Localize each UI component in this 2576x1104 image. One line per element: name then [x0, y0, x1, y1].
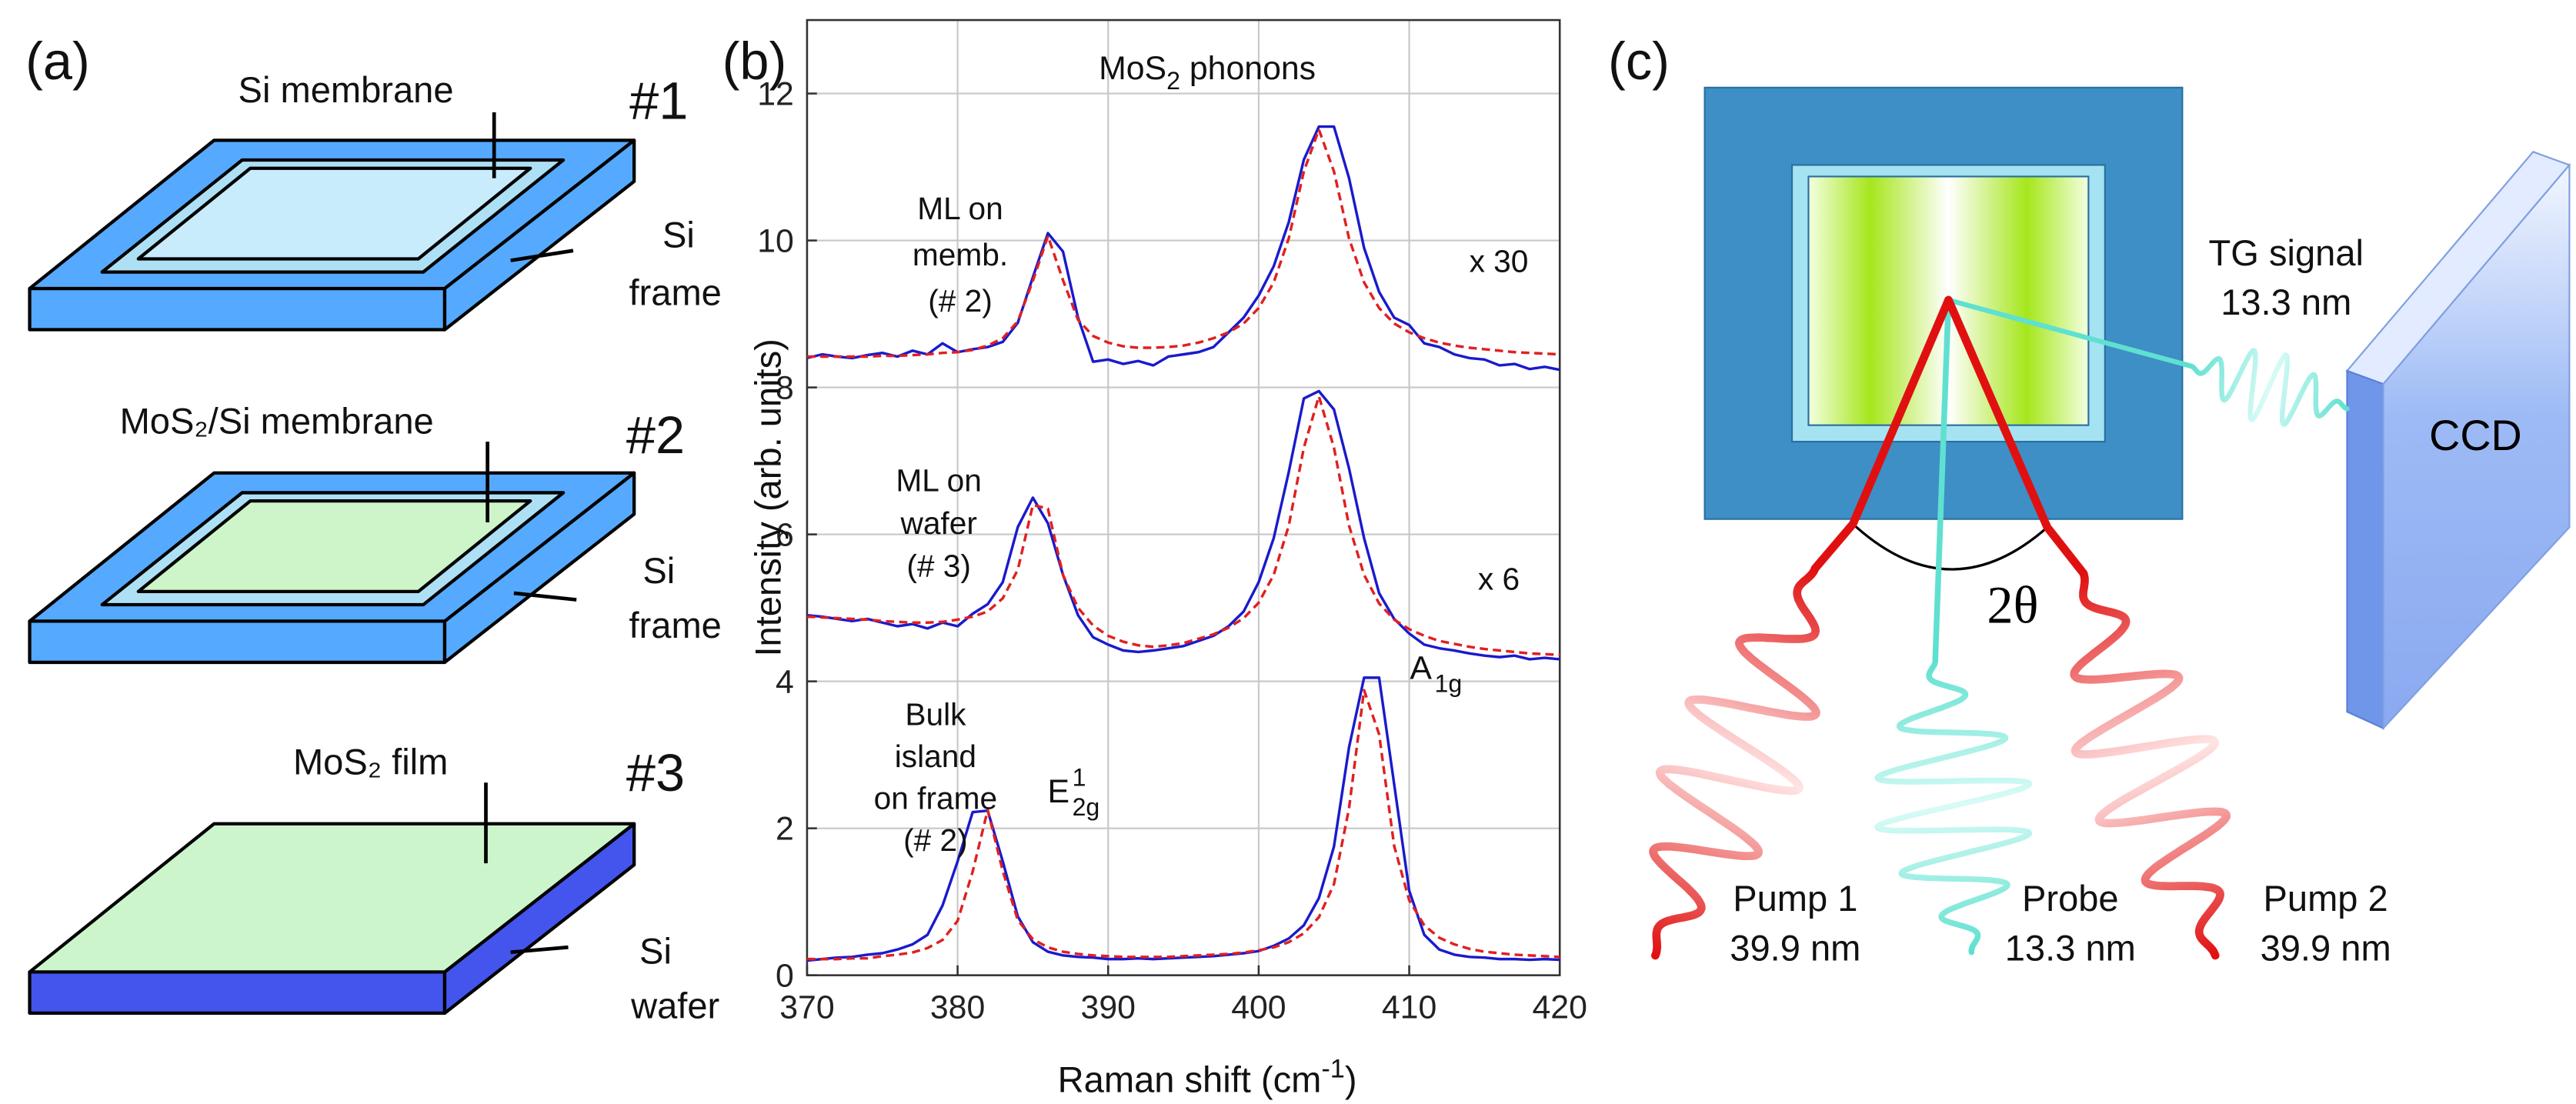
panel-label: (a)	[25, 32, 90, 91]
label: Si	[642, 550, 675, 591]
sample-1: Si membrane #1 Si frame	[28, 69, 722, 332]
detector-label: CCD	[2429, 412, 2522, 459]
x-tick-label: 420	[1533, 989, 1587, 1026]
peak-label-sub: 2g	[1073, 793, 1100, 821]
pointer	[510, 248, 574, 262]
sample-3: MoS₂ film #3 Si wafer	[28, 741, 719, 1026]
plot-frame	[806, 18, 1561, 976]
annotation: ML on	[896, 462, 982, 498]
annotation: wafer	[899, 505, 976, 541]
y-tick-label: 4	[776, 664, 794, 701]
plate-front	[28, 286, 447, 332]
film	[28, 822, 636, 974]
title-text: phonons	[1180, 50, 1316, 87]
annotation: on frame	[874, 780, 997, 815]
x-label-sup: -1	[1321, 1054, 1344, 1083]
x-tick-label: 390	[1081, 989, 1136, 1026]
ccd-side	[2346, 369, 2384, 730]
fit-line	[806, 689, 1560, 961]
sample-number: #3	[626, 743, 685, 802]
peak-label-sub: 1g	[1435, 669, 1463, 697]
annotation: x 30	[1470, 244, 1529, 279]
fit-line	[806, 128, 1560, 359]
peak-label-sup: 1	[1073, 763, 1086, 791]
probe-lead	[1932, 297, 1952, 662]
pump-1-lead	[1810, 295, 1953, 573]
x-label-text: Raman shift (cm	[1058, 1059, 1322, 1100]
label: Si membrane	[239, 69, 454, 110]
y-axis-label: Intensity (arb. units)	[748, 339, 789, 656]
label: wafer	[630, 985, 719, 1026]
ccd-face	[2382, 162, 2571, 731]
probe-wave	[1874, 655, 2033, 956]
label: frame	[629, 272, 722, 312]
label: MoS₂ film	[293, 741, 448, 782]
beam-label: Pump 2	[2263, 878, 2387, 919]
membrane	[136, 166, 532, 261]
data-line	[806, 125, 1560, 372]
data-line	[806, 676, 1560, 962]
x-axis-label: Raman shift (cm-1)	[1058, 1054, 1357, 1099]
sample-number: #2	[626, 405, 685, 465]
annotation: (# 3)	[906, 549, 971, 584]
label: Si	[639, 931, 672, 972]
sample-number: #1	[629, 72, 688, 131]
y-tick-label: 10	[757, 223, 794, 260]
pointer	[510, 945, 569, 955]
ccd	[2345, 151, 2571, 731]
pointer	[513, 591, 577, 602]
angle-label: 2θ	[1987, 576, 2038, 635]
chart-title: MoS2 phonons	[1099, 50, 1316, 95]
pump-1-wave	[1649, 564, 1820, 960]
x-tick-label: 380	[930, 989, 985, 1026]
annotation: ML on	[917, 191, 1003, 226]
label: frame	[629, 605, 722, 645]
beam-label: 39.9 nm	[1730, 927, 1860, 968]
annotation: memb.	[913, 237, 1008, 272]
y-tick-label: 2	[776, 811, 794, 848]
peak-label: A	[1410, 649, 1432, 686]
signal-lead	[1946, 297, 2194, 369]
plate-front	[28, 970, 447, 1016]
annotation: island	[895, 739, 976, 774]
label: Si	[662, 214, 695, 255]
signal-label: 13.3 nm	[2221, 282, 2351, 322]
y-tick-label: 0	[776, 958, 794, 995]
beam-label: 39.9 nm	[2261, 927, 2391, 968]
signal-label: TG signal	[2209, 232, 2364, 273]
panel-label: (c)	[1608, 32, 1670, 91]
plate-front	[28, 619, 447, 665]
y-tick-label: 12	[757, 76, 794, 113]
membrane	[136, 499, 532, 594]
annotation: (# 2)	[903, 822, 968, 858]
x-tick-label: 410	[1382, 989, 1436, 1026]
title-text: MoS	[1099, 50, 1166, 87]
y-tick-label: 8	[776, 370, 794, 407]
data-line	[806, 389, 1560, 661]
annotation: (# 2)	[928, 283, 993, 319]
label: MoS₂/Si membrane	[120, 400, 434, 441]
pump-2-lead	[1944, 295, 2088, 578]
title-sub: 2	[1166, 67, 1180, 95]
signal-wave	[2187, 348, 2350, 427]
beam-label: Pump 1	[1733, 878, 1857, 919]
x-tick-label: 370	[779, 989, 834, 1026]
annotation: x 6	[1478, 562, 1520, 597]
beam-label: 13.3 nm	[2005, 927, 2136, 968]
panel-label: (b)	[722, 32, 787, 91]
pump-2-wave	[2070, 569, 2231, 960]
beams	[1649, 295, 2350, 960]
x-label-text: )	[1345, 1059, 1357, 1100]
sample-2: MoS₂/Si membrane #2 Si frame	[28, 400, 722, 665]
angle-arc	[1852, 522, 2048, 571]
fit-line	[806, 395, 1560, 656]
beam-label: Probe	[2022, 878, 2119, 919]
annotation: Bulk	[905, 696, 966, 732]
peak-label: E	[1047, 773, 1069, 810]
y-tick-label: 6	[776, 517, 794, 554]
x-tick-label: 400	[1231, 989, 1286, 1026]
